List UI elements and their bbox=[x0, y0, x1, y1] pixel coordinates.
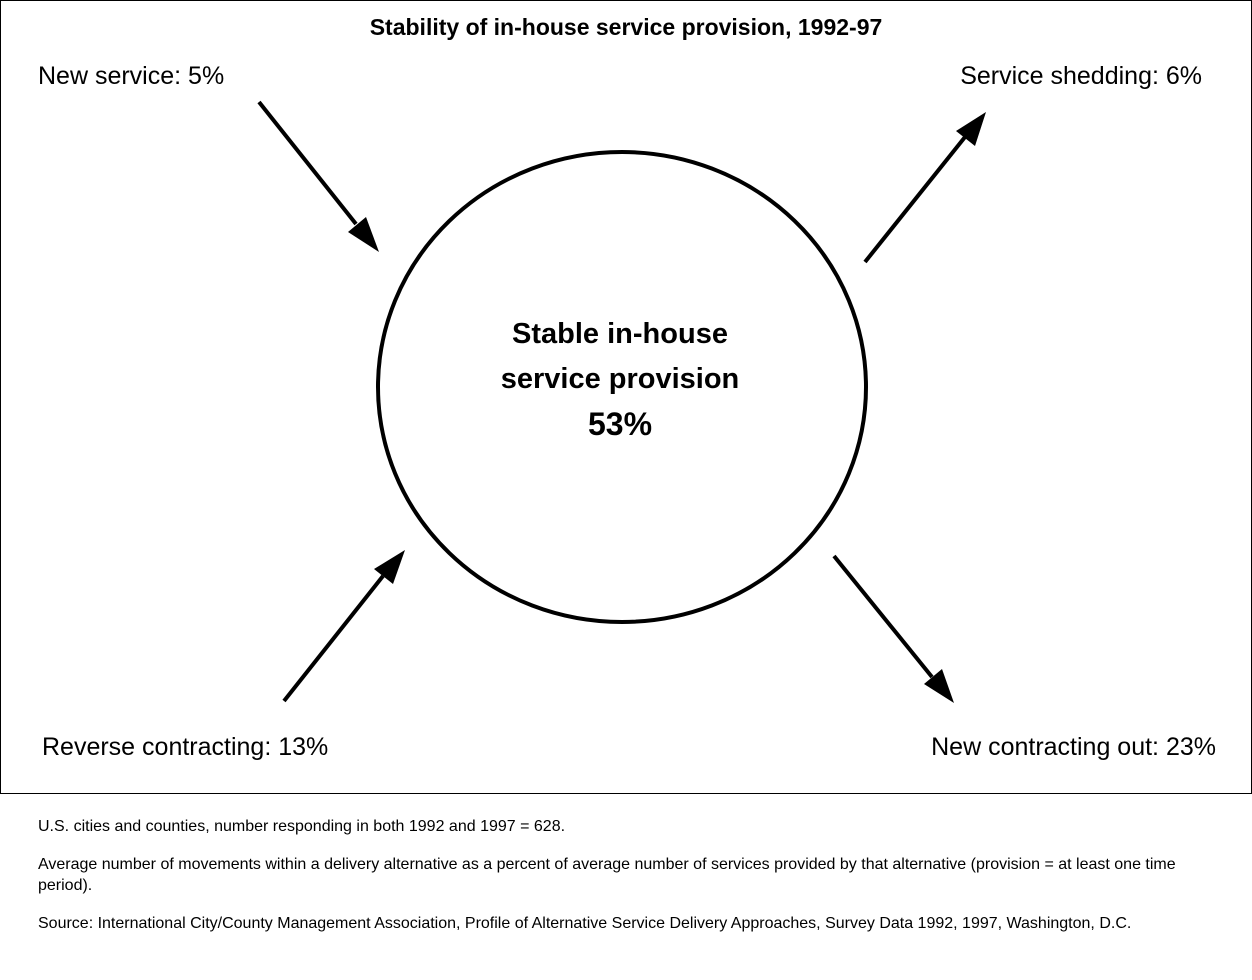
center-label-line1: Stable in-house bbox=[512, 318, 728, 350]
new-service-label: New service: 5% bbox=[38, 62, 225, 90]
service-shedding-label: Service shedding: 6% bbox=[960, 62, 1202, 90]
center-value: 53% bbox=[587, 406, 653, 442]
arrow-new-service-inflow bbox=[257, 100, 379, 252]
notes-divider bbox=[0, 793, 1252, 794]
stable-provision-circle bbox=[376, 150, 868, 624]
center-label-line2: service provision bbox=[500, 363, 740, 395]
arrow-service-shedding-outflow bbox=[863, 112, 986, 264]
new-contracting-out-label: New contracting out: 23% bbox=[931, 733, 1216, 761]
center-label: Stable in-house service provision 53% bbox=[440, 312, 800, 447]
footnotes: U.S. cities and counties, number respond… bbox=[38, 816, 1218, 951]
diagram-title: Stability of in-house service provision,… bbox=[369, 14, 883, 40]
note-source: Source: International City/County Manage… bbox=[38, 915, 1132, 932]
note-definition: Average number of movements within a del… bbox=[38, 856, 1176, 894]
note-sample: U.S. cities and counties, number respond… bbox=[38, 818, 566, 835]
arrow-new-contracting-outflow bbox=[832, 554, 954, 703]
flow-diagram bbox=[257, 100, 986, 703]
arrow-reverse-contracting-inflow bbox=[282, 550, 405, 703]
reverse-contracting-label: Reverse contracting: 13% bbox=[42, 733, 329, 761]
